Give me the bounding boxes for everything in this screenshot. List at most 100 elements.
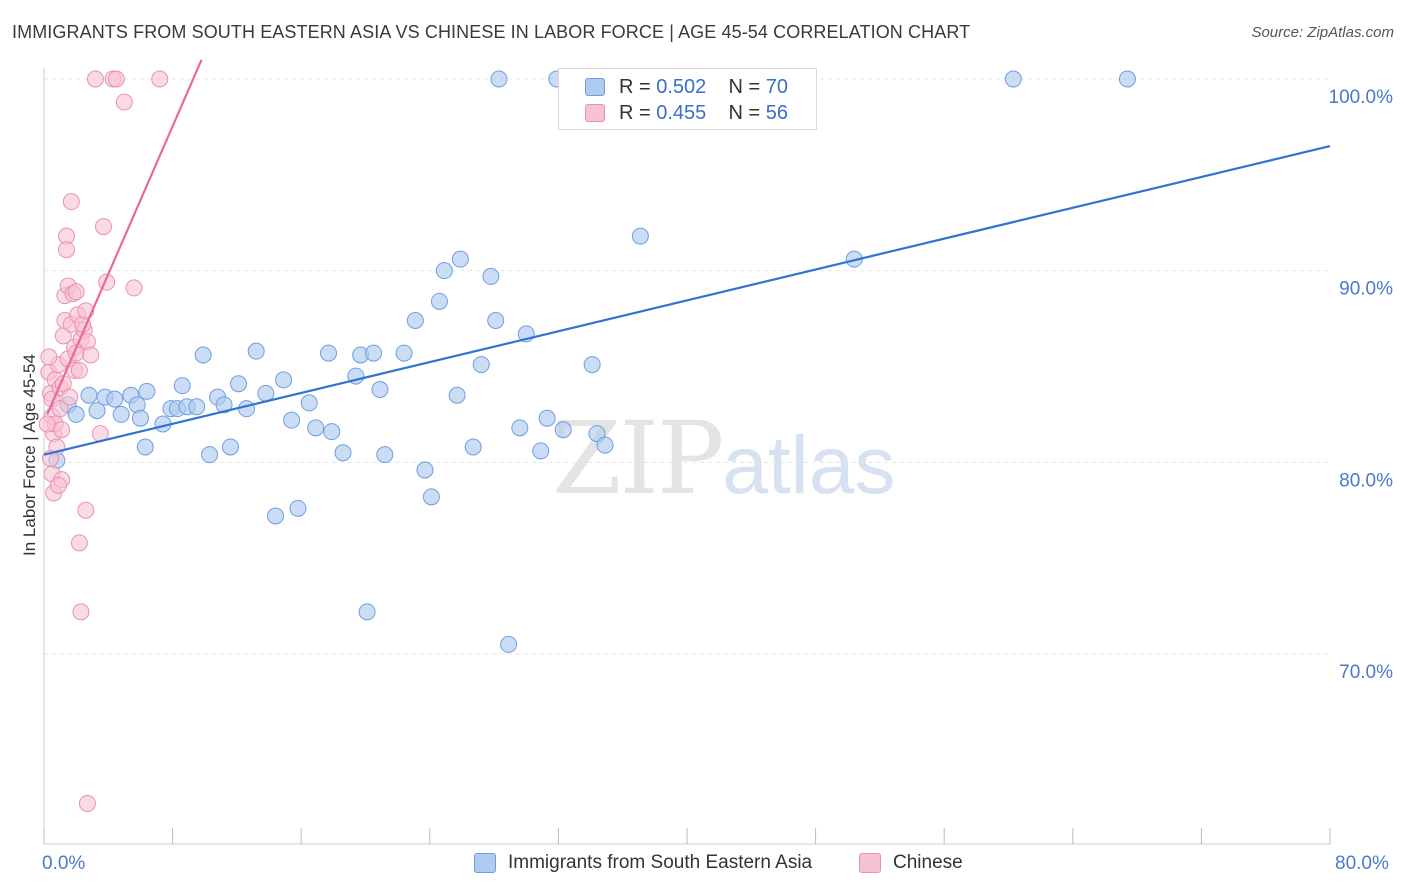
legend-r-label: R = (619, 102, 657, 124)
immigrants-point (300, 394, 318, 412)
immigrants-point (320, 344, 338, 362)
bottom-legend-swatch-blue (474, 853, 496, 873)
immigrants-point (451, 250, 469, 268)
immigrants-point (500, 635, 518, 653)
immigrants-point (395, 344, 413, 362)
chinese-point (49, 476, 67, 494)
y-tick-label: 70.0% (1339, 662, 1393, 683)
immigrants-point (538, 409, 556, 427)
immigrants-point (490, 70, 508, 88)
legend-stats-immigrants: R = 0.502 N = 70 (619, 76, 788, 99)
immigrants-point (472, 356, 490, 374)
watermark-atlas: atlas (722, 420, 896, 511)
immigrants-point (511, 419, 529, 437)
chinese-point (67, 283, 85, 301)
chinese-point (125, 279, 143, 297)
immigrants-point (334, 444, 352, 462)
legend-r-value: 0.455 (656, 102, 707, 124)
correlation-legend: R = 0.502 N = 70 R = 0.455 N = 56 (558, 68, 817, 130)
immigrants-point (448, 386, 466, 404)
chinese-point (38, 415, 56, 433)
immigrants-point (67, 405, 85, 423)
chinese-point (58, 241, 76, 259)
immigrants-point (188, 398, 206, 416)
immigrants-point (631, 227, 649, 245)
chinese-point (70, 361, 88, 379)
y-tick-label: 80.0% (1339, 470, 1393, 491)
immigrants-point (588, 425, 606, 443)
legend-n-value: 56 (765, 102, 789, 124)
source-credit: Source: ZipAtlas.com (1251, 24, 1394, 41)
chinese-point (62, 193, 80, 211)
immigrants-point (1118, 70, 1136, 88)
immigrants-point (422, 488, 440, 506)
immigrants-point (289, 499, 307, 517)
chinese-point (82, 346, 100, 364)
immigrants-point (365, 344, 383, 362)
immigrants-point (112, 405, 130, 423)
immigrants-point (376, 446, 394, 464)
y-axis-label: In Labor Force | Age 45-54 (20, 354, 39, 556)
immigrants-point (131, 409, 149, 427)
immigrants-point (201, 446, 219, 464)
chinese-point (151, 70, 169, 88)
chinese-trendline (46, 59, 203, 415)
watermark-zip: ZIP (552, 400, 724, 517)
immigrants-point (464, 438, 482, 456)
chinese-point (70, 534, 88, 552)
chinese-point (115, 93, 133, 111)
immigrants-point (307, 419, 325, 437)
y-tick-label: 100.0% (1329, 87, 1394, 108)
chinese-point (72, 603, 90, 621)
immigrants-point (1004, 70, 1022, 88)
chinese-point (53, 421, 71, 439)
immigrants-point (487, 312, 505, 329)
immigrants-point (275, 371, 293, 389)
chinese-point (61, 388, 79, 406)
immigrants-point (106, 390, 124, 408)
chinese-point (94, 218, 112, 236)
chinese-point (107, 70, 125, 88)
legend-stats-chinese: R = 0.455 N = 56 (619, 102, 788, 125)
bottom-legend-swatch-pink (859, 853, 881, 873)
x-tick-label-min: 0.0% (42, 853, 86, 874)
immigrants-point (136, 438, 154, 456)
immigrants-point (583, 356, 601, 374)
immigrants-point (194, 346, 212, 364)
y-tick-label: 90.0% (1339, 279, 1393, 300)
chinese-point (78, 795, 96, 812)
immigrants-point (230, 375, 248, 393)
bottom-legend-label: Chinese (893, 852, 963, 873)
legend-swatch-blue (585, 78, 605, 96)
immigrants-point (406, 312, 424, 329)
immigrants-point (215, 396, 233, 414)
legend-r-value: 0.502 (656, 76, 707, 98)
x-tick-label-max: 80.0% (1335, 853, 1389, 874)
immigrants-point (323, 423, 341, 441)
immigrants-point (173, 377, 191, 395)
immigrants-point (371, 381, 389, 398)
immigrants-point (247, 342, 265, 360)
bottom-legend-label: Immigrants from South Eastern Asia (508, 852, 813, 873)
legend-r-label: R = (619, 76, 657, 98)
immigrants-point (482, 267, 500, 285)
chinese-point (77, 501, 95, 519)
zipatlas-watermark: ZIPatlas (552, 400, 896, 517)
immigrants-point (416, 461, 434, 479)
legend-n-label: N = (728, 102, 766, 124)
legend-swatch-pink (585, 104, 605, 122)
immigrants-point (283, 411, 301, 429)
immigrants-point (266, 507, 284, 525)
chinese-point (40, 348, 58, 366)
legend-n-value: 70 (765, 76, 789, 98)
legend-n-label: N = (728, 76, 766, 98)
immigrants-trendline (43, 145, 1331, 456)
chinese-point (51, 400, 69, 418)
immigrants-point (358, 603, 376, 621)
immigrants-point (80, 386, 98, 404)
immigrants-point (138, 382, 156, 400)
immigrants-point (257, 384, 275, 402)
immigrants-point (238, 400, 256, 418)
immigrants-point (435, 262, 453, 280)
